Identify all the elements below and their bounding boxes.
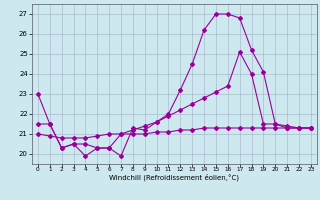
X-axis label: Windchill (Refroidissement éolien,°C): Windchill (Refroidissement éolien,°C) xyxy=(109,174,239,181)
